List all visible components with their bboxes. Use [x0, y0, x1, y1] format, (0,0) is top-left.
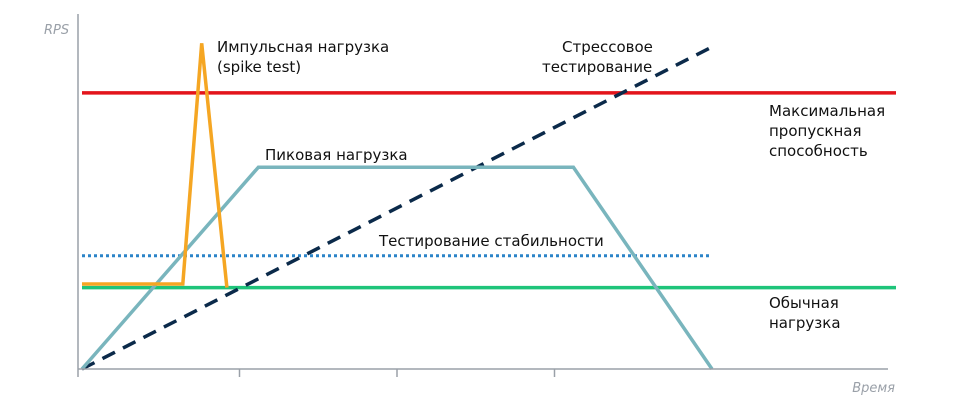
series-line-spike — [82, 43, 229, 288]
y-axis-label: RPS — [44, 23, 69, 38]
annotation-stability: Тестирование стабильности — [378, 232, 604, 250]
annotation-normal: Обычная нагрузка — [769, 294, 841, 332]
x-ticks — [77, 369, 556, 377]
annotations: Импульсная нагрузка (spike test) Стрессово… — [217, 38, 885, 332]
annotation-max-capacity: Максимальная пропускная способность — [769, 102, 885, 160]
series-line-peak — [80, 165, 714, 371]
axes-layer: RPS Время — [44, 14, 895, 396]
series-layer — [80, 43, 896, 371]
annotation-spike: Импульсная нагрузка (spike test) — [217, 38, 389, 76]
x-axis-label: Время — [852, 381, 895, 396]
series-line-stress — [81, 45, 713, 371]
annotation-stress: Стрессовое тестирование — [542, 38, 653, 76]
annotation-peak: Пиковая нагрузка — [265, 146, 408, 164]
